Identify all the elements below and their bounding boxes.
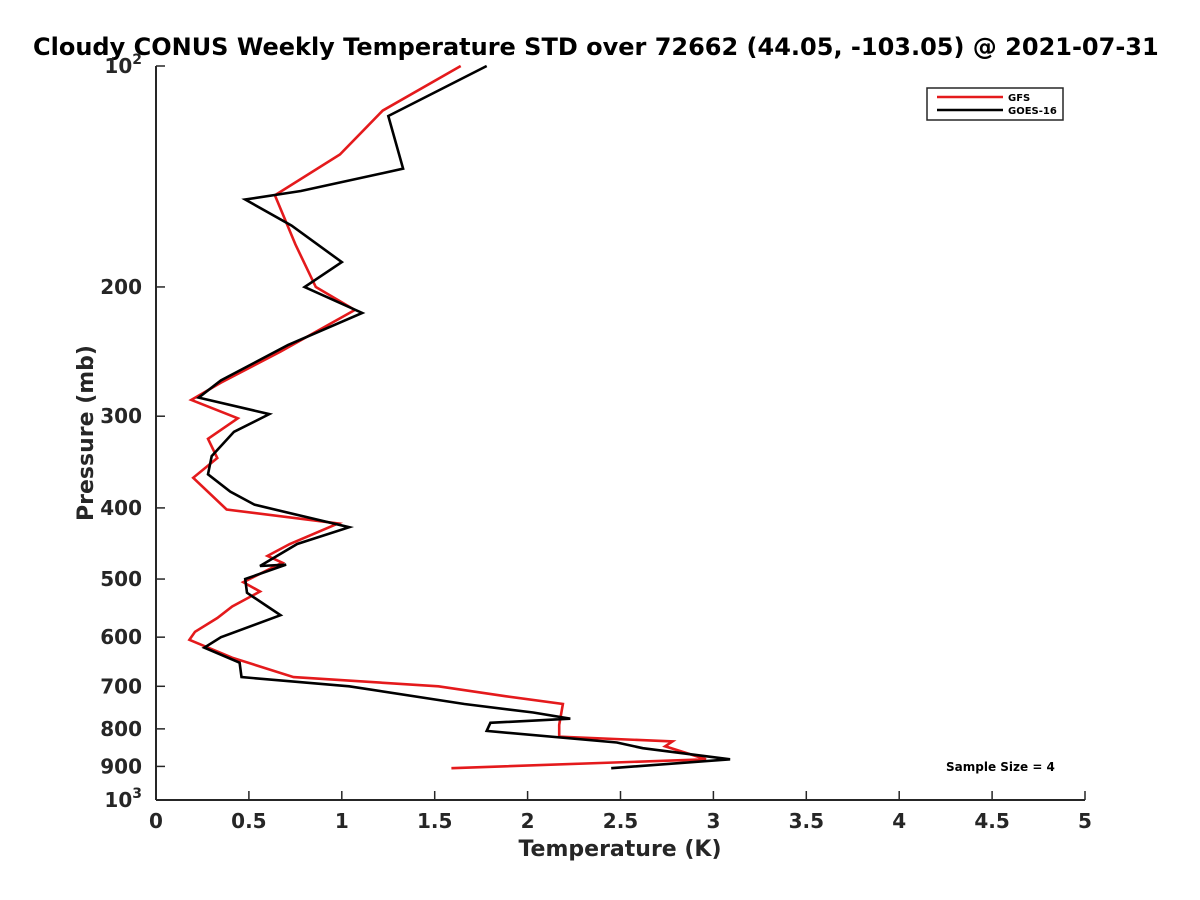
x-tick-label-2-5: 2.5 [603, 809, 638, 833]
x-tick-label-2: 2 [521, 809, 535, 833]
legend-label-gfs: GFS [1008, 93, 1030, 104]
plot-axes [155, 66, 1085, 801]
x-tick-label-0-5: 0.5 [231, 809, 266, 833]
series-line-goes-16 [195, 64, 731, 770]
chart-title: Cloudy CONUS Weekly Temperature STD over… [33, 33, 1159, 61]
series-line-gfs [187, 64, 707, 770]
y-tick-label-600: 600 [100, 625, 142, 649]
x-tick-label-4-5: 4.5 [974, 809, 1009, 833]
x-tick-label-3-5: 3.5 [789, 809, 824, 833]
x-tick-label-0: 0 [149, 809, 163, 833]
y-tick-label-200: 200 [100, 275, 142, 299]
y-tick-label-500: 500 [100, 567, 142, 591]
legend-label-goes16: GOES-16 [1008, 106, 1057, 117]
sample-size-annotation: Sample Size = 4 [946, 760, 1055, 774]
y-tick-label-900: 900 [100, 754, 142, 778]
x-axis-label: Temperature (K) [518, 837, 721, 862]
y-tick-label-700: 700 [100, 674, 142, 698]
series-layer [187, 64, 731, 770]
x-tick-label-3: 3 [706, 809, 720, 833]
x-tick-label-4: 4 [892, 809, 906, 833]
y-tick-label-300: 300 [100, 404, 142, 428]
legend: GFS GOES-16 [926, 87, 1064, 121]
y-tick-label-400: 400 [100, 496, 142, 520]
x-tick-label-1-5: 1.5 [417, 809, 452, 833]
x-axis-ticks: 0 0.5 1 1.5 2 2.5 3 3.5 4 4.5 5 [149, 791, 1092, 833]
x-tick-label-1: 1 [335, 809, 349, 833]
x-tick-label-5: 5 [1078, 809, 1092, 833]
y-tick-label-800: 800 [100, 717, 142, 741]
y-axis-label: Pressure (mb) [74, 345, 99, 521]
y-axis-ticks: 102 200 300 400 500 600 700 800 900 103 [100, 52, 165, 812]
y-tick-label-1000: 103 [104, 786, 142, 812]
legend-box [926, 87, 1064, 121]
y-tick-label-100: 102 [104, 52, 142, 78]
